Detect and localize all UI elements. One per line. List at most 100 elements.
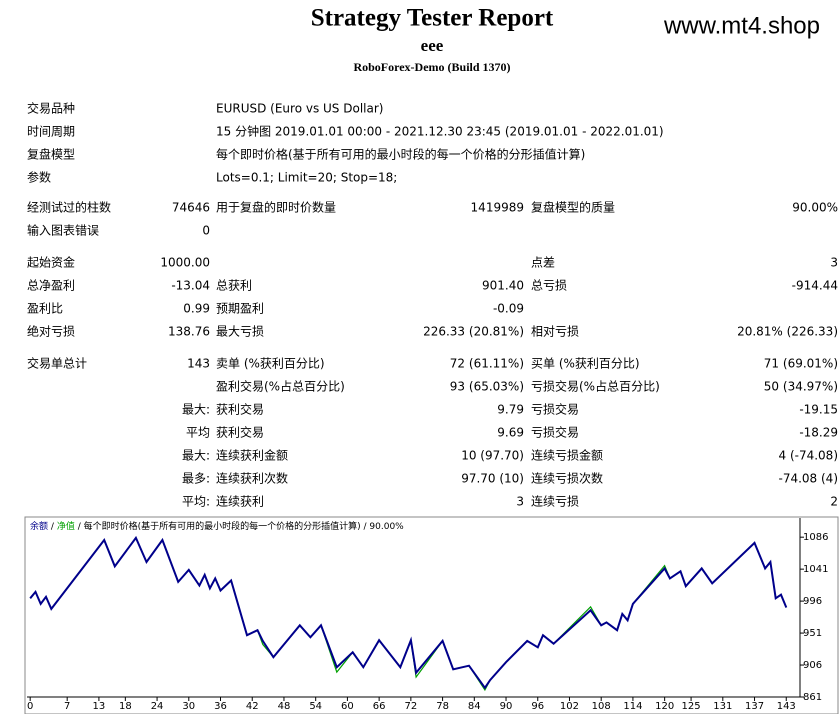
stat-value: 97.70 (10) [461, 472, 524, 486]
x-tick-label: 7 [64, 701, 70, 712]
stat-value: 3 [516, 495, 524, 509]
stat-value: -18.29 [799, 426, 838, 440]
server: RoboForex-Demo (Build 1370) [353, 60, 510, 74]
x-tick-label: 13 [93, 701, 106, 712]
stat-value: 1000.00 [160, 256, 210, 270]
stat-value: 138.76 [168, 325, 210, 339]
legend: 余额 / 净值 / 每个即时价格(基于所有可用的最小时段的每一个价格的分形插值计… [30, 520, 404, 532]
info-value: Lots=0.1; Limit=20; Stop=18; [216, 171, 397, 185]
x-tick-label: 90 [500, 701, 513, 712]
stat-label: 连续获利次数 [216, 471, 288, 486]
stat-label: 获利交易 [216, 425, 264, 440]
stat-value: 平均 [186, 426, 210, 440]
x-tick-label: 96 [531, 701, 544, 712]
legend-entry: 余额 [30, 520, 48, 532]
stat-value: 71 (69.01%) [764, 357, 838, 371]
stat-label: 交易单总计 [27, 356, 87, 371]
stat-value: 4 (-74.08) [779, 449, 839, 463]
stat-value: 901.40 [482, 279, 524, 293]
chart-frame [24, 516, 839, 715]
stat-label: 亏损交易 [531, 402, 579, 417]
series-line [29, 535, 788, 690]
info-value: 每个即时价格(基于所有可用的最小时段的每一个价格的分形插值计算) [216, 147, 585, 162]
stat-label: 总净盈利 [27, 279, 75, 293]
stat-value: -13.04 [171, 279, 210, 293]
stat-label: 绝对亏损 [27, 324, 75, 339]
x-tick-label: 72 [404, 701, 417, 712]
x-tick-label: 84 [468, 701, 481, 712]
stat-label: 预期盈利 [216, 302, 264, 316]
stat-label: 连续亏损 [531, 494, 579, 509]
stat-value: 143 [187, 357, 210, 371]
stat-label: 总获利 [216, 279, 252, 293]
stat-value: 10 (97.70) [461, 449, 524, 463]
x-tick-label: 143 [777, 701, 796, 712]
stat-value: 93 (65.03%) [450, 380, 524, 394]
y-tick-label: 951 [803, 628, 822, 639]
x-tick-label: 0 [27, 701, 33, 712]
y-tick-label: 996 [803, 596, 822, 607]
x-tick-label: 60 [341, 701, 354, 712]
stat-label: 卖单 (%获利百分比) [216, 357, 325, 371]
stat-value: -0.09 [493, 302, 524, 316]
stat-label: 起始资金 [27, 255, 75, 270]
stat-value: 50 (34.97%) [764, 380, 838, 394]
stat-value: 最大: [182, 403, 210, 417]
x-tick-label: 78 [436, 701, 449, 712]
stat-label: 总亏损 [531, 279, 567, 293]
stat-label: 连续亏损金额 [531, 448, 603, 463]
stat-value: 74646 [172, 201, 210, 215]
stat-value: 9.79 [497, 403, 524, 417]
legend-note: 每个即时价格(基于所有可用的最小时段的每一个价格的分形插值计算) / 90.00… [84, 520, 405, 532]
info-label: 参数 [27, 170, 51, 185]
stat-label: 输入图表错误 [27, 223, 99, 238]
stat-label: 连续亏损次数 [531, 471, 603, 486]
x-tick-label: 102 [560, 701, 579, 712]
stat-value: 0.99 [183, 302, 210, 316]
info-value: 15 分钟图 2019.01.01 00:00 - 2021.12.30 23:… [216, 124, 664, 139]
y-tick-label: 1086 [803, 532, 828, 543]
stat-label: 连续获利 [216, 494, 264, 509]
x-tick-label: 30 [182, 701, 195, 712]
stat-value: 9.69 [497, 426, 524, 440]
stat-value: -74.08 (4) [779, 472, 839, 486]
stat-value: 最大: [182, 449, 210, 463]
stat-label: 买单 (%获利百分比) [531, 357, 640, 371]
x-tick-label: 120 [655, 701, 674, 712]
x-tick-label: 131 [713, 701, 732, 712]
x-tick-label: 18 [119, 701, 132, 712]
stat-label: 最大亏损 [216, 325, 264, 339]
stat-value: 平均: [182, 495, 210, 509]
x-tick-label: 36 [214, 701, 227, 712]
info-label: 复盘模型 [27, 147, 75, 162]
stat-value: 0 [202, 224, 210, 238]
stat-label: 连续获利金额 [216, 448, 288, 463]
stat-label: 相对亏损 [531, 325, 579, 339]
separator: / [51, 522, 55, 532]
stat-value: 90.00% [792, 201, 838, 215]
stat-label: 获利交易 [216, 402, 264, 417]
stat-value: 3 [830, 256, 838, 270]
stat-value: 最多: [182, 472, 210, 486]
y-tick-label: 1041 [803, 564, 828, 575]
separator: / [78, 522, 82, 532]
stat-value: 2 [830, 495, 838, 509]
stat-label: 用于复盘的即时价数量 [216, 200, 336, 215]
stat-label: 亏损交易 [531, 425, 579, 440]
info-label: 时间周期 [27, 125, 75, 139]
stat-label: 盈利交易(%占总百分比) [216, 379, 345, 394]
stat-label: 经测试过的柱数 [27, 200, 111, 215]
x-tick-label: 137 [745, 701, 764, 712]
x-tick-label: 66 [373, 701, 386, 712]
stat-value: 226.33 (20.81%) [423, 325, 524, 339]
x-tick-label: 54 [309, 701, 322, 712]
stat-label: 复盘模型的质量 [531, 200, 615, 215]
x-tick-label: 42 [246, 701, 259, 712]
x-tick-label: 108 [592, 701, 611, 712]
stat-value: 1419989 [471, 201, 524, 215]
legend-entry: 净值 [57, 520, 75, 532]
stat-value: 20.81% (226.33) [737, 325, 838, 339]
y-tick-label: 906 [803, 660, 822, 671]
y-tick-label: 861 [803, 692, 822, 703]
